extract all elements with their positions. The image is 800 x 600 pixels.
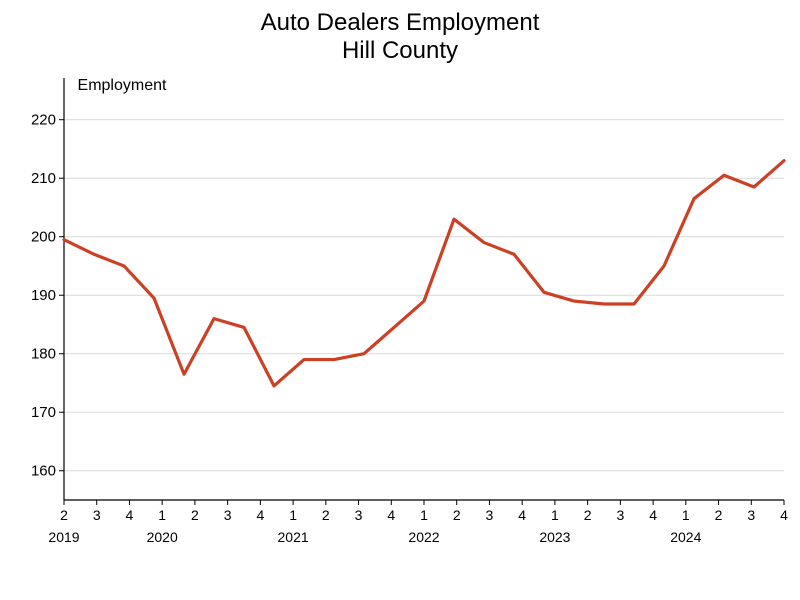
y-axis-label: Employment bbox=[78, 77, 167, 94]
x-tick-label: 3 bbox=[93, 507, 101, 523]
x-tick-label: 4 bbox=[256, 507, 264, 523]
x-year-label: 2019 bbox=[48, 529, 79, 545]
x-tick-label: 4 bbox=[518, 507, 526, 523]
x-tick-label: 3 bbox=[224, 507, 232, 523]
x-tick-label: 2 bbox=[584, 507, 592, 523]
x-tick-label: 1 bbox=[158, 507, 166, 523]
x-tick-label: 2 bbox=[191, 507, 199, 523]
y-tick-label: 170 bbox=[31, 404, 56, 421]
line-chart: Auto Dealers EmploymentHill County Employ… bbox=[0, 0, 800, 600]
x-tick-label: 4 bbox=[649, 507, 657, 523]
y-tick-label: 220 bbox=[31, 112, 56, 129]
y-tick-label: 210 bbox=[31, 170, 56, 187]
x-year-label: 2023 bbox=[539, 529, 570, 545]
x-tick-label: 2 bbox=[715, 507, 723, 523]
x-tick-label: 1 bbox=[420, 507, 428, 523]
x-tick-label: 3 bbox=[747, 507, 755, 523]
x-year-label: 2020 bbox=[147, 529, 178, 545]
x-year-label: 2022 bbox=[408, 529, 439, 545]
x-tick-label: 1 bbox=[682, 507, 690, 523]
x-tick-label: 2 bbox=[60, 507, 68, 523]
x-year-label: 2024 bbox=[670, 529, 701, 545]
x-tick-label: 2 bbox=[322, 507, 330, 523]
x-tick-label: 1 bbox=[289, 507, 297, 523]
x-tick-label: 1 bbox=[551, 507, 559, 523]
x-tick-label: 2 bbox=[453, 507, 461, 523]
x-tick-label: 4 bbox=[126, 507, 134, 523]
x-year-label: 2021 bbox=[278, 529, 309, 545]
chart-container: Auto Dealers EmploymentHill County Employ… bbox=[0, 0, 800, 600]
y-tick-label: 160 bbox=[31, 463, 56, 480]
data-line bbox=[64, 161, 784, 386]
x-tick-label: 3 bbox=[616, 507, 624, 523]
chart-title-line2: Hill County bbox=[342, 37, 458, 64]
y-tick-label: 190 bbox=[31, 287, 56, 304]
y-tick-label: 200 bbox=[31, 229, 56, 246]
x-tick-label: 4 bbox=[387, 507, 395, 523]
x-tick-label: 3 bbox=[486, 507, 494, 523]
chart-title-line1: Auto Dealers Employment bbox=[261, 9, 540, 36]
y-tick-label: 180 bbox=[31, 346, 56, 363]
x-tick-label: 3 bbox=[355, 507, 363, 523]
x-tick-label: 4 bbox=[780, 507, 788, 523]
